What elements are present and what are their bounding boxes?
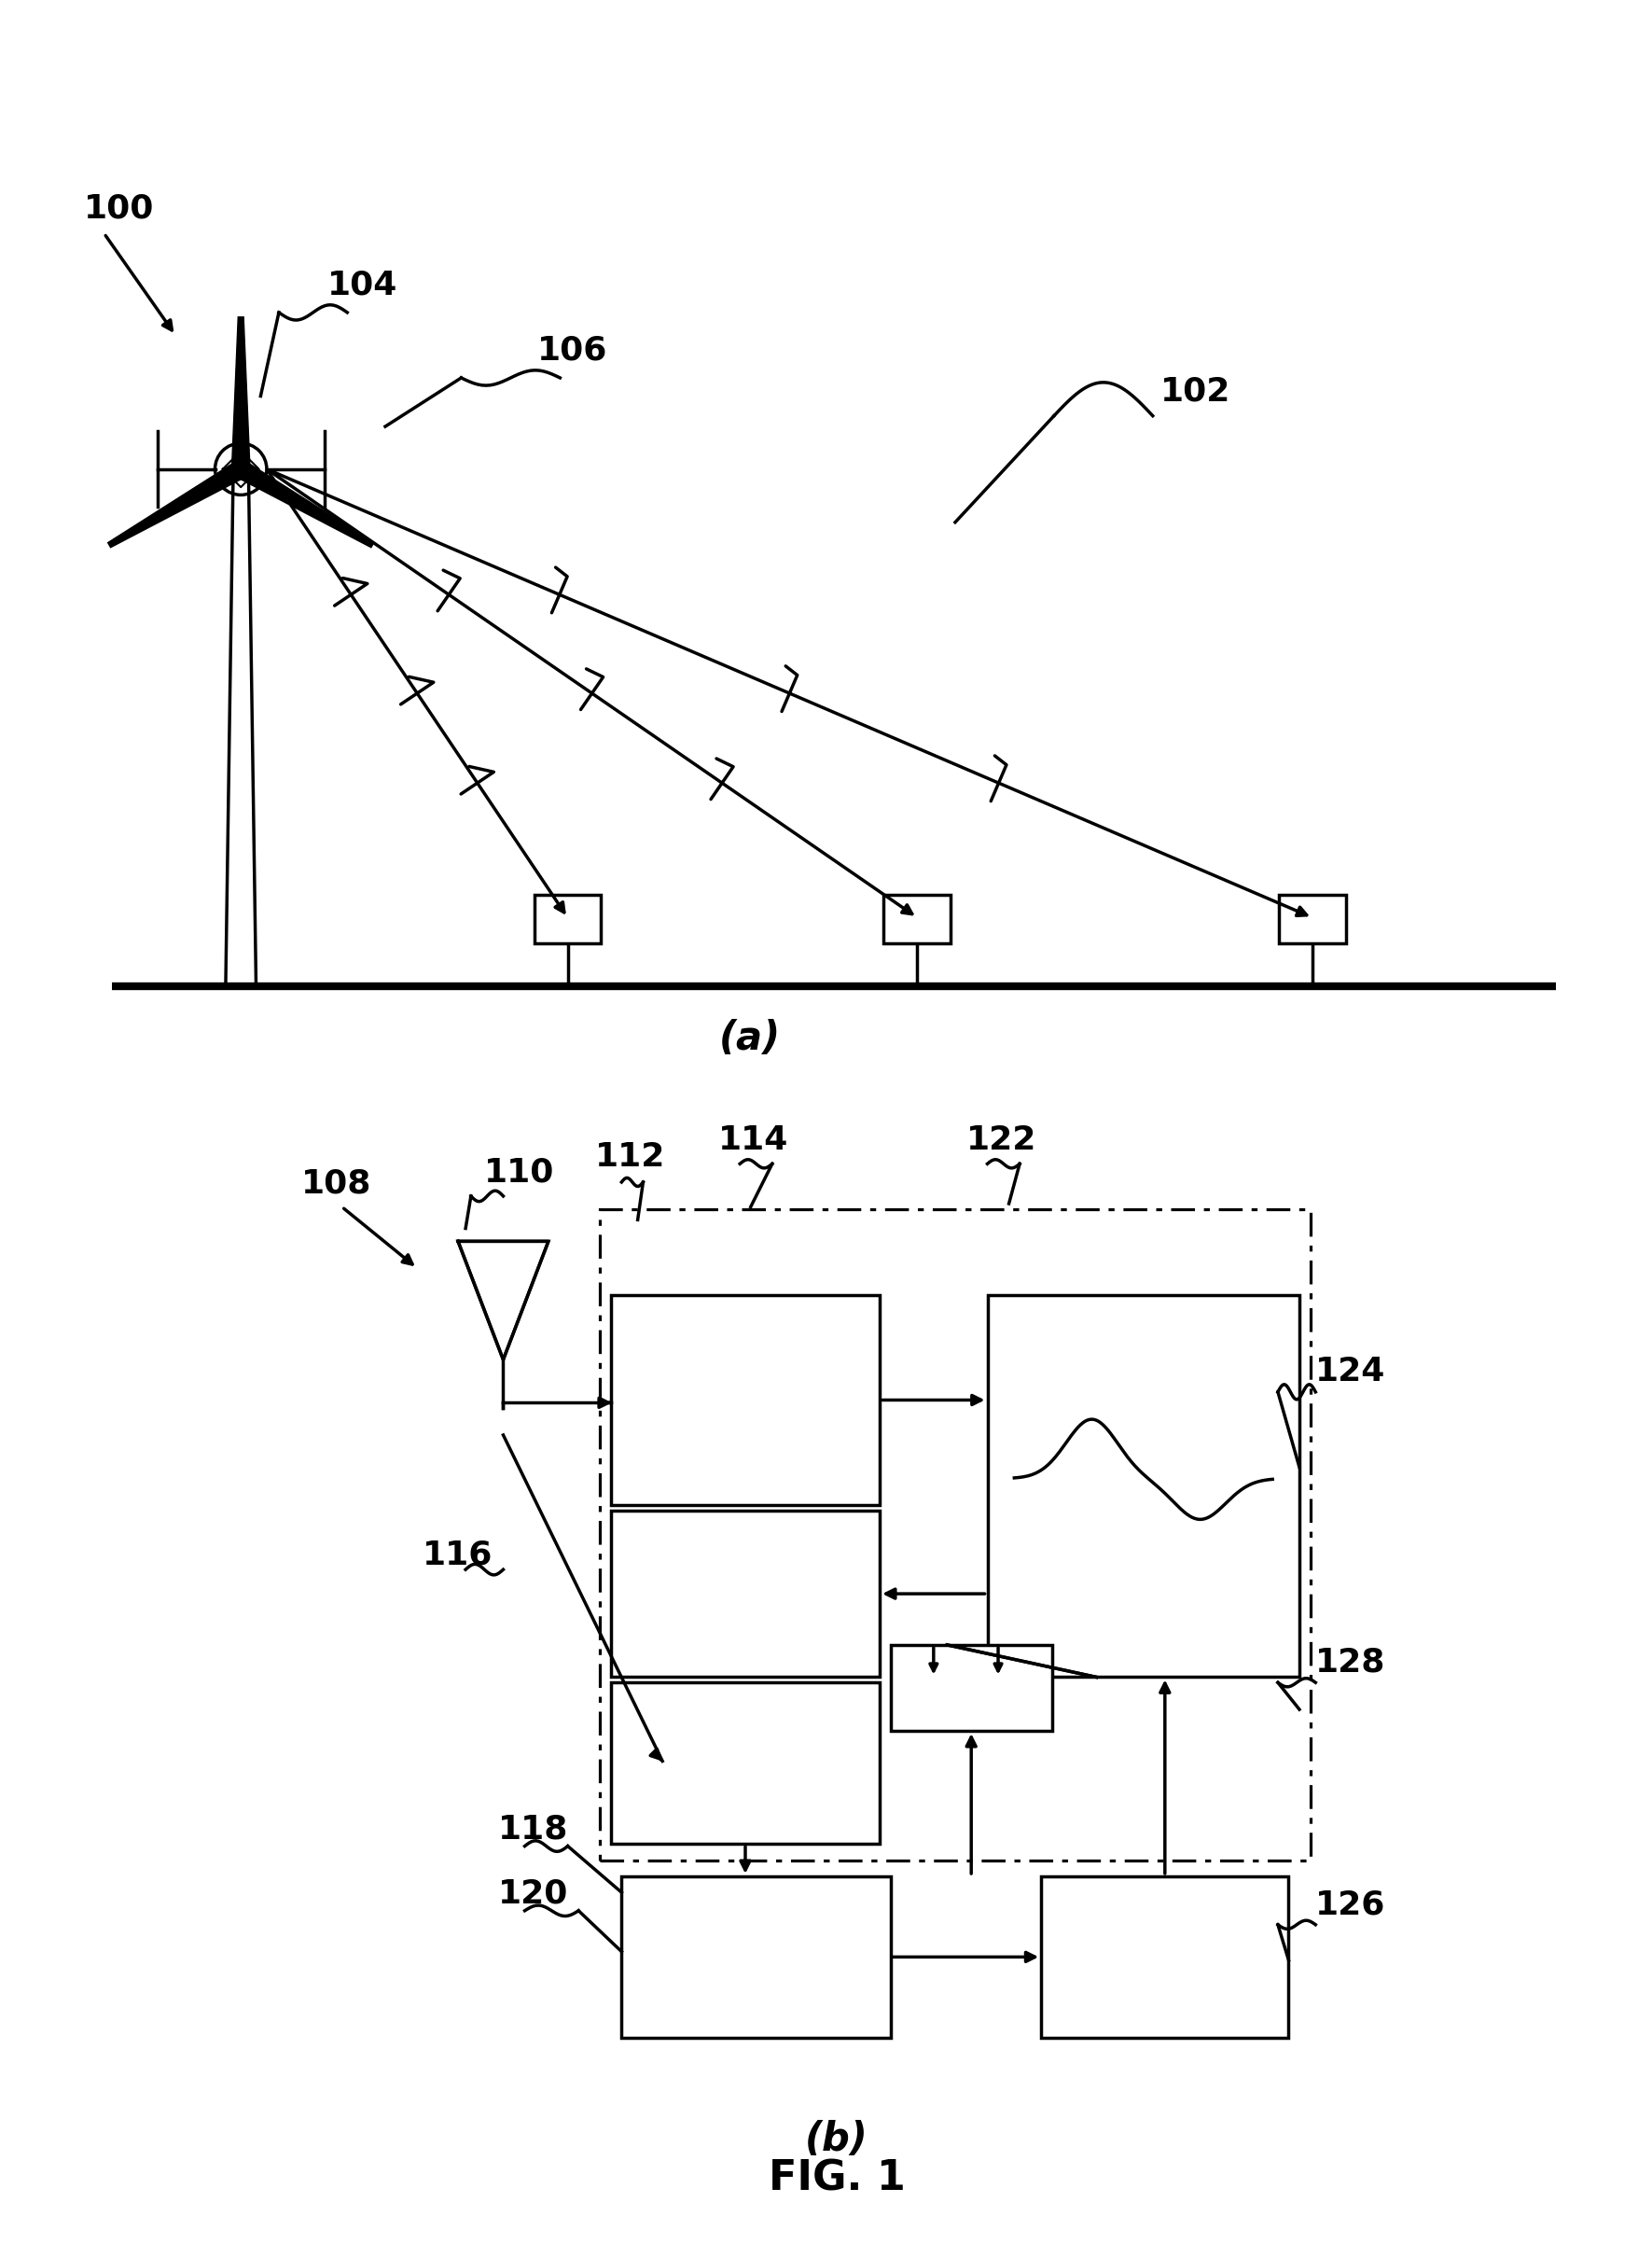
Text: 114: 114 bbox=[719, 1124, 788, 1156]
Text: 120: 120 bbox=[497, 1878, 568, 1910]
Bar bbox=[600, 1210, 1310, 1860]
Text: 102: 102 bbox=[1160, 375, 1231, 406]
Bar bbox=[1279, 895, 1346, 942]
Text: 128: 128 bbox=[1315, 1647, 1386, 1679]
Text: 108: 108 bbox=[301, 1167, 372, 1198]
Text: 106: 106 bbox=[537, 334, 608, 366]
Bar bbox=[890, 1645, 1052, 1730]
Text: 110: 110 bbox=[484, 1158, 553, 1189]
Bar bbox=[884, 895, 950, 942]
Text: 116: 116 bbox=[423, 1539, 492, 1571]
Text: 100: 100 bbox=[84, 193, 155, 224]
Bar bbox=[988, 1295, 1300, 1676]
Text: (b): (b) bbox=[805, 2121, 869, 2159]
Polygon shape bbox=[107, 462, 246, 548]
Polygon shape bbox=[458, 1241, 548, 1360]
Text: FIG. 1: FIG. 1 bbox=[768, 2159, 905, 2199]
Bar bbox=[611, 1683, 881, 1845]
Text: 122: 122 bbox=[966, 1124, 1036, 1156]
Text: (a): (a) bbox=[719, 1019, 781, 1059]
Text: 112: 112 bbox=[595, 1140, 666, 1174]
Text: 124: 124 bbox=[1315, 1355, 1386, 1387]
Text: 118: 118 bbox=[497, 1813, 568, 1845]
Text: 126: 126 bbox=[1315, 1889, 1386, 1921]
Bar bbox=[611, 1510, 881, 1676]
Bar bbox=[611, 1295, 881, 1506]
Polygon shape bbox=[236, 462, 373, 548]
Bar bbox=[621, 1876, 890, 2038]
Polygon shape bbox=[231, 316, 249, 469]
Bar bbox=[534, 895, 601, 942]
Text: 104: 104 bbox=[327, 269, 398, 301]
Bar bbox=[1041, 1876, 1289, 2038]
